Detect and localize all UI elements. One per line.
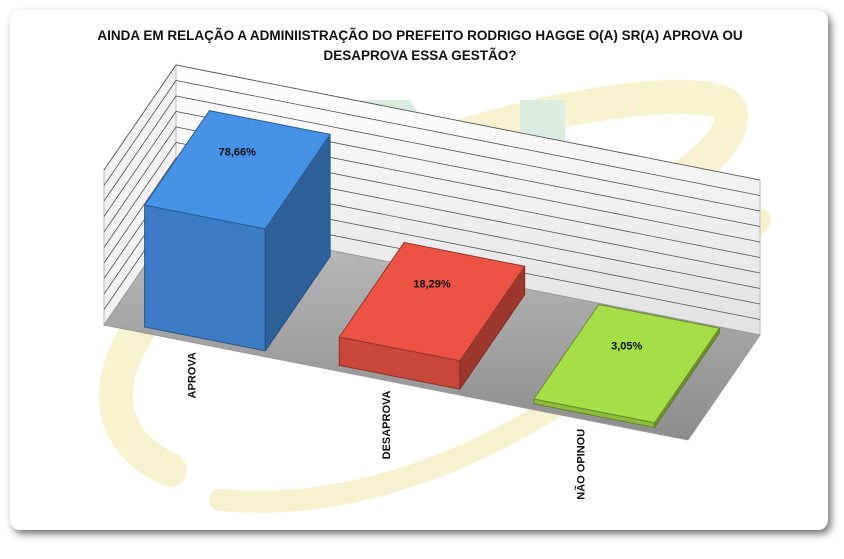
category-label: APROVA	[186, 352, 198, 398]
bar-top	[338, 242, 526, 362]
bar-top	[144, 110, 331, 230]
gridline	[103, 111, 761, 227]
gridline	[103, 80, 761, 196]
bar-front	[144, 204, 266, 352]
gridline	[103, 95, 761, 212]
chart-title: AINDA EM RELAÇÃO A ADMINIISTRAÇÃO DO PRE…	[97, 28, 743, 63]
gridline	[103, 157, 761, 274]
data-label: 18,29%	[413, 279, 451, 291]
category-label: DESAPROVA	[381, 390, 393, 459]
gridline	[103, 64, 761, 181]
category-label: NÃO OPINOU	[575, 429, 588, 500]
bar-desaprova	[338, 242, 526, 390]
bar-n-o-opinou	[533, 304, 720, 428]
bar-aprova	[144, 110, 331, 352]
bar-top	[533, 304, 720, 424]
bar-layer	[144, 110, 720, 428]
data-label: 78,66%	[219, 147, 257, 159]
gridline	[103, 142, 761, 258]
data-label: 3,05%	[611, 341, 642, 353]
gridline	[103, 126, 761, 243]
label-layer: 78,66% APROVA 18,29% DESAPROVA 3,05% NÃO OPIN…	[186, 147, 642, 500]
